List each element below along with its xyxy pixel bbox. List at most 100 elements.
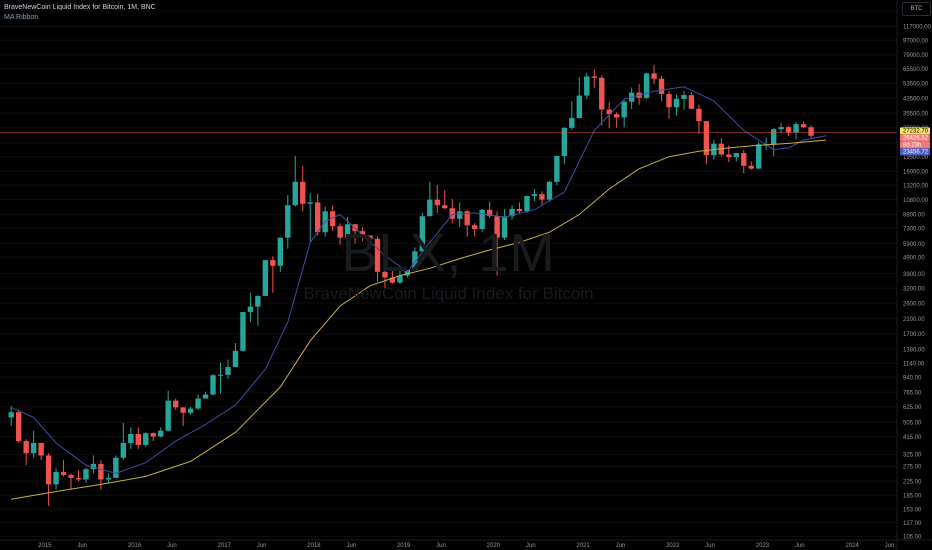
- candle[interactable]: [696, 104, 702, 134]
- candle[interactable]: [240, 312, 246, 352]
- candle[interactable]: [68, 473, 74, 490]
- candle[interactable]: [255, 295, 261, 326]
- candle[interactable]: [53, 467, 59, 490]
- candle[interactable]: [449, 198, 455, 224]
- candle[interactable]: [561, 127, 568, 165]
- candle[interactable]: [60, 460, 67, 477]
- candle[interactable]: [531, 189, 538, 202]
- candle[interactable]: [778, 122, 784, 134]
- candle[interactable]: [247, 292, 254, 323]
- candle[interactable]: [210, 374, 216, 396]
- candle[interactable]: [741, 149, 747, 174]
- candle[interactable]: [217, 362, 224, 394]
- candle[interactable]: [120, 423, 127, 461]
- candle[interactable]: [718, 138, 725, 157]
- candle[interactable]: [367, 235, 373, 240]
- candle[interactable]: [576, 77, 583, 119]
- candle[interactable]: [464, 209, 470, 237]
- candle[interactable]: [546, 180, 553, 202]
- candle[interactable]: [75, 470, 82, 482]
- candle[interactable]: [105, 473, 112, 483]
- candle[interactable]: [8, 406, 14, 426]
- candle[interactable]: [673, 94, 680, 116]
- candle[interactable]: [427, 181, 433, 217]
- candle[interactable]: [666, 91, 672, 119]
- candle[interactable]: [38, 442, 44, 461]
- candle[interactable]: [187, 406, 194, 415]
- legend-title[interactable]: BraveNewCoin Liquid Index for Bitcoin, 1…: [4, 4, 156, 11]
- candle[interactable]: [172, 398, 179, 410]
- candle[interactable]: [412, 247, 418, 271]
- candle[interactable]: [584, 72, 590, 100]
- candle[interactable]: [165, 390, 171, 432]
- candle[interactable]: [307, 193, 313, 243]
- candle[interactable]: [270, 256, 276, 293]
- time-axis[interactable]: 2015 Jun 2016 Jun 2017 Jun 2018 Jun 2019 Jun 2020 J…: [0, 539, 932, 549]
- candle[interactable]: [501, 208, 508, 240]
- candle[interactable]: [374, 236, 381, 282]
- candle[interactable]: [300, 165, 306, 212]
- candle[interactable]: [158, 427, 164, 438]
- candle[interactable]: [651, 64, 657, 85]
- candle[interactable]: [681, 90, 687, 110]
- candle[interactable]: [785, 125, 792, 137]
- candle[interactable]: [770, 128, 777, 157]
- candle[interactable]: [808, 125, 814, 138]
- candle[interactable]: [658, 75, 665, 101]
- candle[interactable]: [457, 202, 463, 228]
- candle[interactable]: [434, 185, 440, 213]
- candle[interactable]: [262, 260, 269, 296]
- candle[interactable]: [23, 439, 29, 466]
- candle[interactable]: [90, 455, 97, 474]
- candle[interactable]: [494, 211, 500, 276]
- candle[interactable]: [292, 155, 298, 207]
- candle[interactable]: [195, 394, 201, 410]
- candle[interactable]: [748, 161, 754, 170]
- candle[interactable]: [113, 455, 119, 478]
- candle[interactable]: [202, 391, 209, 399]
- candle[interactable]: [524, 195, 530, 213]
- candle[interactable]: [225, 359, 231, 379]
- candle[interactable]: [30, 430, 37, 458]
- candle[interactable]: [135, 427, 141, 449]
- candle[interactable]: [516, 202, 523, 214]
- candle[interactable]: [45, 453, 52, 506]
- candle[interactable]: [733, 153, 739, 162]
- candle[interactable]: [591, 69, 597, 89]
- candle[interactable]: [389, 270, 396, 284]
- candle[interactable]: [471, 223, 478, 237]
- currency-badge[interactable]: BTC: [902, 2, 931, 16]
- candle[interactable]: [621, 100, 627, 128]
- candle[interactable]: [800, 121, 807, 129]
- candles[interactable]: [8, 64, 814, 506]
- candle[interactable]: [479, 208, 485, 233]
- candle[interactable]: [599, 75, 605, 126]
- candle[interactable]: [688, 92, 695, 109]
- candle[interactable]: [232, 343, 239, 368]
- candle[interactable]: [150, 432, 156, 442]
- candle[interactable]: [277, 237, 284, 272]
- candle[interactable]: [419, 212, 426, 252]
- candle[interactable]: [285, 195, 291, 249]
- candle[interactable]: [628, 87, 635, 109]
- candle[interactable]: [180, 407, 186, 426]
- legend-indicator[interactable]: MA Ribbon: [4, 14, 39, 21]
- candle[interactable]: [382, 268, 388, 289]
- candle[interactable]: [337, 223, 343, 245]
- candle[interactable]: [756, 141, 762, 169]
- candle[interactable]: [613, 112, 620, 129]
- candle[interactable]: [539, 191, 545, 206]
- candle[interactable]: [569, 101, 575, 130]
- candle[interactable]: [314, 193, 321, 236]
- candle[interactable]: [793, 122, 799, 140]
- candle[interactable]: [703, 120, 710, 165]
- candle[interactable]: [359, 227, 366, 242]
- candle[interactable]: [128, 427, 134, 449]
- candle[interactable]: [143, 432, 149, 447]
- candle[interactable]: [643, 72, 650, 99]
- price-axis[interactable]: 145000.00117000.0097000.0079000.0065500.…: [896, 0, 932, 550]
- candle[interactable]: [15, 409, 22, 443]
- candle[interactable]: [554, 155, 560, 186]
- candle[interactable]: [509, 205, 515, 220]
